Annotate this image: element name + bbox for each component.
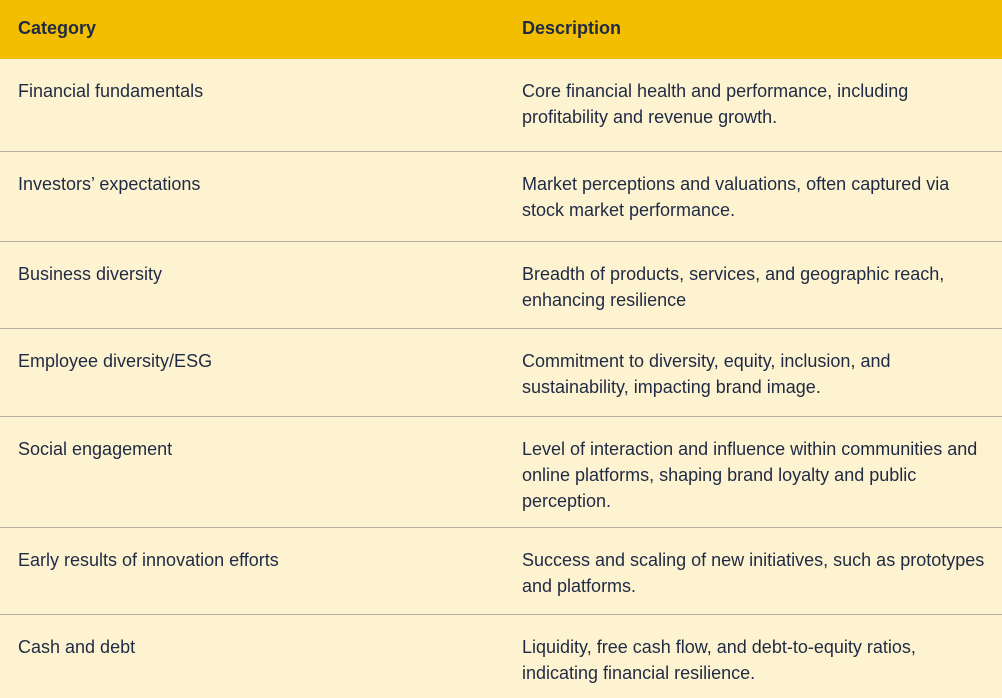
row-description: Liquidity, free cash flow, and debt-to-e… <box>522 637 916 683</box>
table-row: Social engagement Level of interaction a… <box>0 416 1002 527</box>
table-header: Category Description <box>0 0 1002 59</box>
table-row: Early results of innovation efforts Succ… <box>0 527 1002 614</box>
row-description: Commitment to diversity, equity, inclusi… <box>522 351 891 397</box>
table-row: Business diversity Breadth of products, … <box>0 241 1002 328</box>
header-description: Description <box>522 18 622 38</box>
row-category: Investors’ expectations <box>18 174 201 194</box>
header-category: Category <box>18 18 97 38</box>
row-description: Breadth of products, services, and geogr… <box>522 264 945 310</box>
row-category: Social engagement <box>18 439 173 459</box>
row-category: Employee diversity/ESG <box>18 351 213 371</box>
table-row: Cash and debt Liquidity, free cash flow,… <box>0 614 1002 698</box>
row-description: Success and scaling of new initiatives, … <box>522 550 985 596</box>
row-category: Early results of innovation efforts <box>18 550 279 570</box>
row-description: Level of interaction and influence withi… <box>522 439 978 511</box>
row-category: Cash and debt <box>18 637 136 657</box>
row-category: Business diversity <box>18 264 163 284</box>
table-row: Investors’ expectations Market perceptio… <box>0 151 1002 241</box>
row-description: Core financial health and performance, i… <box>522 81 909 127</box>
row-description: Market perceptions and valuations, often… <box>522 174 950 220</box>
table-row: Employee diversity/ESG Commitment to div… <box>0 328 1002 416</box>
table-row: Financial fundamentals Core financial he… <box>0 59 1002 151</box>
row-category: Financial fundamentals <box>18 81 204 101</box>
